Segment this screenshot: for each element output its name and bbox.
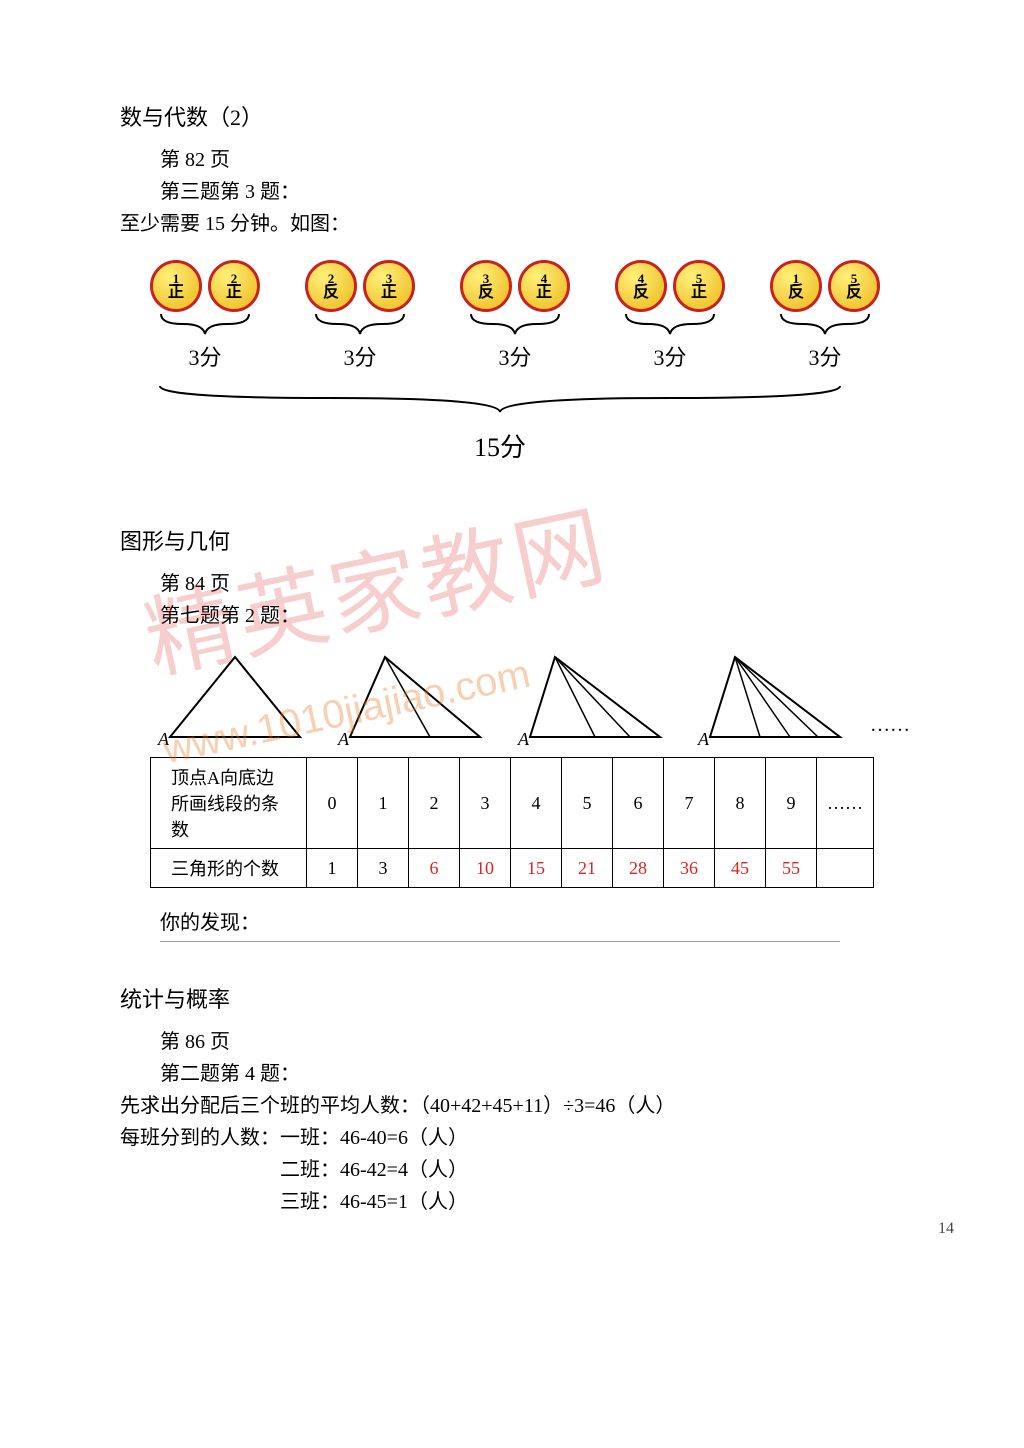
section3-line3: 二班：46-42=4（人） bbox=[280, 1154, 904, 1186]
svg-text:A: A bbox=[697, 729, 710, 747]
section3-line1: 先求出分配后三个班的平均人数：（40+42+45+11）÷3=46（人） bbox=[120, 1090, 904, 1122]
table-cell bbox=[817, 849, 874, 888]
page-number: 14 bbox=[938, 1220, 954, 1238]
section3-line4: 三班：46-45=1（人） bbox=[280, 1186, 904, 1218]
triangle-1: A bbox=[330, 647, 500, 747]
group-brace: 3分 bbox=[620, 312, 720, 372]
svg-text:A: A bbox=[517, 729, 530, 747]
section1-page-ref: 第 82 页 bbox=[160, 144, 904, 176]
coin: 4正 bbox=[518, 260, 570, 312]
table-cell: 0 bbox=[307, 758, 358, 849]
section2-title: 图形与几何 bbox=[120, 524, 904, 556]
section1-title: 数与代数（2） bbox=[120, 100, 904, 132]
section1-answer: 至少需要 15 分钟。如图： bbox=[120, 208, 904, 240]
total-label: 15分 bbox=[150, 427, 850, 464]
table-cell: 3 bbox=[460, 758, 511, 849]
coin-group: 3反4正3分 bbox=[460, 260, 570, 372]
coin-group: 1反5反3分 bbox=[770, 260, 880, 372]
section2-q-ref: 第七题第 2 题： bbox=[160, 600, 904, 632]
table-cell: 8 bbox=[715, 758, 766, 849]
table-cell: 1 bbox=[358, 758, 409, 849]
section3-page-ref: 第 86 页 bbox=[160, 1026, 904, 1058]
table-cell: 7 bbox=[664, 758, 715, 849]
table-cell: …… bbox=[817, 758, 874, 849]
coin: 4反 bbox=[615, 260, 667, 312]
section3-line2: 每班分到的人数：一班：46-40=6（人） bbox=[120, 1122, 904, 1154]
table-cell: 6 bbox=[613, 758, 664, 849]
section3-title: 统计与概率 bbox=[120, 982, 904, 1014]
total-brace: 15分 bbox=[150, 382, 850, 464]
table-cell: 45 bbox=[715, 849, 766, 888]
coin: 5反 bbox=[828, 260, 880, 312]
coin-group: 4反5正3分 bbox=[615, 260, 725, 372]
table-cell: 36 bbox=[664, 849, 715, 888]
coin: 3正 bbox=[363, 260, 415, 312]
table-cell: 3 bbox=[358, 849, 409, 888]
table-row1-label: 顶点A向底边所画线段的条数 bbox=[151, 758, 307, 849]
group-brace: 3分 bbox=[155, 312, 255, 372]
group-brace: 3分 bbox=[775, 312, 875, 372]
triangle-row: A A A A …… bbox=[150, 647, 874, 747]
svg-text:A: A bbox=[337, 729, 350, 747]
table-cell: 55 bbox=[766, 849, 817, 888]
discover-line: 你的发现： bbox=[160, 906, 840, 942]
table-cell: 28 bbox=[613, 849, 664, 888]
table-cell: 10 bbox=[460, 849, 511, 888]
group-brace: 3分 bbox=[465, 312, 565, 372]
triangle-table: 顶点A向底边所画线段的条数0123456789……三角形的个数136101521… bbox=[150, 757, 874, 888]
coin: 5正 bbox=[673, 260, 725, 312]
table-cell: 15 bbox=[511, 849, 562, 888]
coin-group: 1正2正3分 bbox=[150, 260, 260, 372]
section3-q-ref: 第二题第 4 题： bbox=[160, 1058, 904, 1090]
section1-q-ref: 第三题第 3 题： bbox=[160, 176, 904, 208]
triangle-0: A bbox=[150, 647, 320, 747]
ellipsis: …… bbox=[870, 714, 910, 747]
table-cell: 6 bbox=[409, 849, 460, 888]
section2-page-ref: 第 84 页 bbox=[160, 568, 904, 600]
table-cell: 5 bbox=[562, 758, 613, 849]
triangle-3: A bbox=[690, 647, 860, 747]
coin-row: 1正2正3分2反3正3分3反4正3分4反5正3分1反5反3分 bbox=[150, 260, 904, 372]
coin: 3反 bbox=[460, 260, 512, 312]
table-cell: 9 bbox=[766, 758, 817, 849]
coin: 2正 bbox=[208, 260, 260, 312]
coin: 2反 bbox=[305, 260, 357, 312]
table-cell: 2 bbox=[409, 758, 460, 849]
coin: 1正 bbox=[150, 260, 202, 312]
table-cell: 1 bbox=[307, 849, 358, 888]
group-brace: 3分 bbox=[310, 312, 410, 372]
coin: 1反 bbox=[770, 260, 822, 312]
table-cell: 4 bbox=[511, 758, 562, 849]
table-row2-label: 三角形的个数 bbox=[151, 849, 307, 888]
svg-text:A: A bbox=[157, 729, 170, 747]
table-cell: 21 bbox=[562, 849, 613, 888]
triangle-2: A bbox=[510, 647, 680, 747]
coin-group: 2反3正3分 bbox=[305, 260, 415, 372]
